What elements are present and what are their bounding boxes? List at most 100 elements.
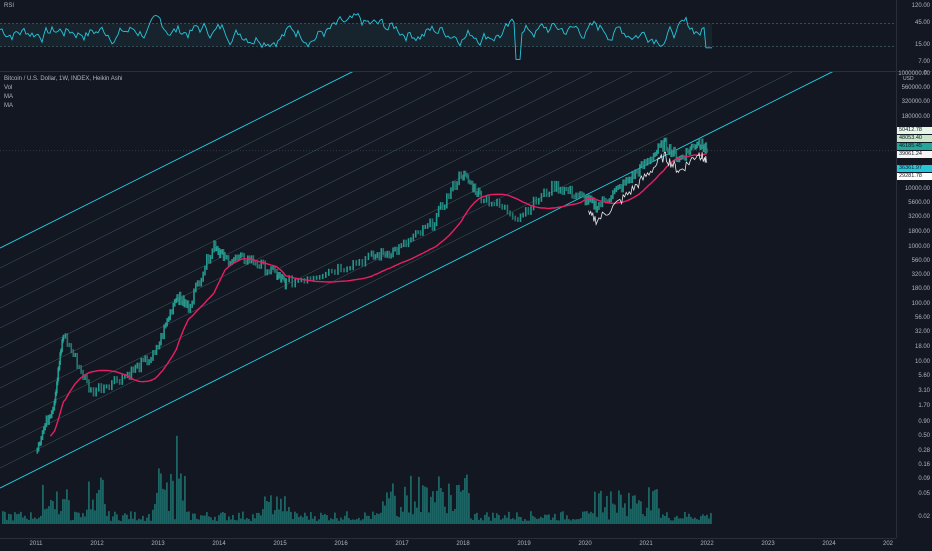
candle <box>598 202 600 210</box>
rsi-chart[interactable] <box>0 0 896 71</box>
candle <box>364 256 367 267</box>
time-axis[interactable]: 2011 2012 2013 2014 2015 2016 2017 2018 2019 2020… <box>0 538 896 551</box>
symbol-title[interactable]: Bitcoin / U.S. Dollar, 1W, INDEX, Heikin… <box>4 76 123 82</box>
price-tick-label: 0.16 <box>918 461 930 468</box>
ma-label-2[interactable]: MA <box>4 103 13 109</box>
candle <box>189 303 192 313</box>
candle <box>509 210 511 217</box>
candle <box>412 233 415 242</box>
volume-bar <box>366 515 368 524</box>
volume-bar <box>450 495 452 524</box>
candle <box>622 179 624 193</box>
pane-separator[interactable] <box>0 71 932 72</box>
candle <box>294 278 297 288</box>
candle <box>82 369 84 380</box>
volume-bar <box>42 484 44 524</box>
candle <box>183 295 185 308</box>
volume-bar <box>674 517 676 524</box>
volume-bar <box>410 475 412 524</box>
volume-bar <box>462 490 464 524</box>
candle <box>41 430 44 441</box>
price-chart[interactable] <box>0 0 897 538</box>
candle <box>666 147 669 153</box>
candle <box>213 240 215 253</box>
volume-label[interactable]: Vol <box>4 85 13 91</box>
candle <box>361 258 364 267</box>
volume-bar <box>288 507 290 524</box>
volume-bar <box>354 519 356 524</box>
volume-bar <box>44 509 46 524</box>
candle <box>180 296 183 305</box>
volume-bar <box>224 512 226 524</box>
channel-inner-line <box>0 0 697 349</box>
volume-bar <box>268 501 270 524</box>
volume-bar <box>176 435 178 524</box>
price-axis[interactable]: 120.00 45.00 15.00 7.00 1000000.00 560000.00 3… <box>896 0 932 538</box>
volume-bar <box>448 483 450 524</box>
candle <box>195 282 197 293</box>
volume-bar <box>252 514 254 524</box>
candle <box>615 186 618 193</box>
ma-label-1[interactable]: MA <box>4 94 13 100</box>
candle <box>370 250 373 257</box>
candle <box>667 148 670 155</box>
candle <box>272 265 274 271</box>
main-chart-pane[interactable] <box>0 0 897 538</box>
candle <box>593 197 595 210</box>
candle <box>358 258 361 266</box>
candle <box>303 277 306 284</box>
candle <box>410 237 412 243</box>
candle <box>658 143 661 148</box>
price-tick-label: 18.00 <box>914 343 930 350</box>
volume-bar <box>700 516 702 524</box>
candle <box>150 356 152 364</box>
candle <box>154 350 156 355</box>
candle <box>490 202 493 207</box>
price-tick-label: 10.00 <box>914 358 930 365</box>
candle <box>291 275 293 288</box>
candle <box>61 339 63 353</box>
volume-bar <box>122 515 124 524</box>
volume-bar <box>256 512 258 524</box>
volume-bar <box>140 519 142 524</box>
volume-bar <box>488 516 490 524</box>
candle <box>443 204 446 210</box>
volume-bar <box>38 517 40 524</box>
price-tick-label: 0.90 <box>918 418 930 425</box>
candle <box>530 206 532 215</box>
candle <box>660 140 663 148</box>
candle <box>384 251 387 258</box>
candle <box>652 152 655 162</box>
candle <box>640 161 643 169</box>
volume-bar <box>82 513 84 524</box>
candle <box>586 195 589 205</box>
candle <box>100 383 103 394</box>
candle <box>164 322 167 329</box>
ma-long-line <box>49 152 708 437</box>
candle <box>207 254 210 264</box>
candle <box>172 302 175 315</box>
candle <box>233 257 235 264</box>
volume-bar <box>692 518 694 524</box>
candle <box>161 332 164 340</box>
candle <box>136 362 139 369</box>
volume-bar <box>160 473 162 524</box>
candle <box>585 195 588 206</box>
volume-bar <box>650 510 652 524</box>
channel-inner-line <box>0 0 817 409</box>
volume-bar <box>322 515 324 524</box>
candle <box>642 161 644 170</box>
volume-bar <box>384 505 386 524</box>
volume-bar <box>400 507 402 524</box>
candle <box>175 297 178 304</box>
rsi-pane[interactable]: RSI <box>0 0 896 71</box>
price-tick-label: 180.00 <box>911 286 930 293</box>
volume-bar <box>668 517 670 524</box>
volume-bar <box>516 512 518 524</box>
volume-bar <box>180 473 182 524</box>
price-tag: 39061.24 <box>897 151 932 158</box>
volume-bar <box>616 512 618 524</box>
volume-bar <box>246 518 248 524</box>
candle <box>236 254 239 261</box>
candle <box>158 341 161 350</box>
